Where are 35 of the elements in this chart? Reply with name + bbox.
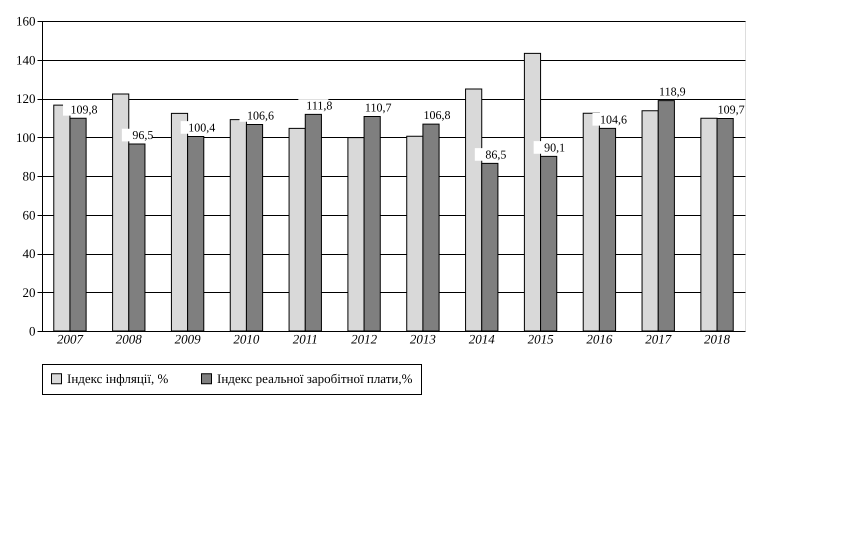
data-label: 90,1 [544, 140, 566, 154]
x-tick-label: 2018 [704, 332, 731, 346]
x-tick-label: 2008 [116, 332, 142, 346]
y-tick-label: 40 [22, 246, 36, 261]
data-label: 118,9 [659, 84, 686, 99]
x-tick-label: 2017 [645, 332, 672, 346]
data-label: 86,5 [485, 147, 506, 162]
x-tick-label: 2007 [56, 332, 84, 346]
data-label: 104,6 [600, 112, 627, 126]
data-label: 100,4 [188, 120, 216, 134]
x-tick-label: 2016 [586, 332, 613, 346]
y-tick-label: 0 [29, 324, 36, 338]
y-tick-label: 100 [16, 130, 36, 145]
data-label: 96,5 [132, 128, 154, 142]
data-label: 110,7 [364, 100, 392, 115]
data-label: 111,8 [306, 98, 332, 112]
x-tick-label: 2013 [410, 332, 436, 346]
x-tick-label: 2012 [351, 332, 378, 346]
y-tick-label: 60 [22, 207, 36, 222]
data-label: 106,6 [247, 108, 274, 122]
y-tick-label: 20 [22, 284, 36, 300]
x-tick-label: 2015 [528, 332, 554, 346]
legend-label: Індекс інфляції, % [67, 370, 168, 386]
x-tick-label: 2009 [174, 332, 202, 346]
legend-label: Індекс реальної заробітної плати,% [217, 370, 413, 386]
y-tick-label: 160 [16, 14, 36, 28]
y-tick-label: 120 [16, 91, 36, 106]
x-tick-label: 2014 [468, 332, 496, 346]
x-tick-label: 2011 [292, 332, 318, 346]
data-label: 109,7 [718, 102, 745, 116]
x-tick-label: 2010 [233, 332, 260, 346]
data-label: 109,8 [70, 102, 98, 116]
y-tick-label: 140 [16, 52, 36, 68]
y-tick-label: 80 [22, 168, 36, 184]
data-label: 106,8 [424, 108, 451, 122]
